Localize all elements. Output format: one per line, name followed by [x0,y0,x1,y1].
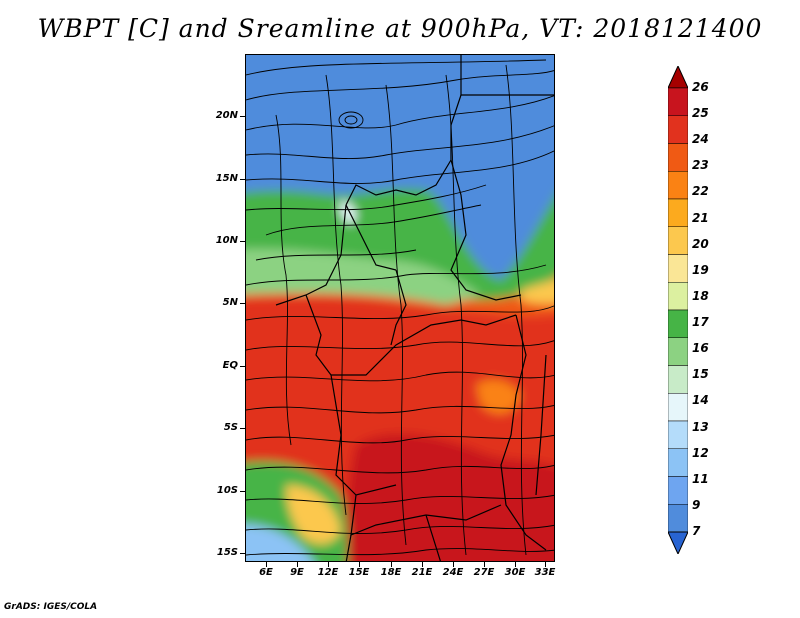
lon-label-33e: 33E [534,567,556,578]
lon-tick [391,562,392,567]
map-plot-area [245,54,555,562]
lon-tick [515,562,516,567]
country-borders [275,55,554,561]
chart-title: WBPT [C] and Sreamline at 900hPa, VT: 20… [37,14,763,43]
colorbar-label: 26 [692,80,709,94]
lon-label-27e: 27E [473,567,495,578]
lat-label-10n: 10N [215,235,238,246]
colorbar-segment [668,226,688,255]
streamlines [246,59,554,556]
footer-credit: GrADS: IGES/COLA [4,602,98,612]
colorbar-label: 20 [692,236,709,251]
lat-tick [240,553,245,554]
colorbar-segment [668,337,688,366]
colorbar-segment [668,393,688,422]
colorbar-label: 13 [692,419,709,434]
colorbar-segment [668,448,688,477]
lon-label-6e: 6E [259,567,273,578]
lon-label-21e: 21E [411,567,433,578]
colorbar-label: 24 [692,132,709,147]
lon-label-12e: 12E [317,567,339,578]
lon-label-9e: 9E [290,567,304,578]
colorbar-label: 23 [692,158,709,173]
colorbar-label: 22 [692,184,709,199]
lat-tick [240,179,245,180]
lon-label-15e: 15E [348,567,370,578]
lat-tick [240,303,245,304]
colorbar-label: 18 [692,288,709,303]
lat-tick [240,491,245,492]
colorbar-segment [668,504,688,533]
lon-label-30e: 30E [504,567,526,578]
colorbar-bottom-arrow [668,531,688,554]
colorbar-segment [668,198,688,227]
colorbar-segment [668,420,688,449]
lat-tick [240,241,245,242]
colorbar-label: 25 [692,106,709,121]
colorbar-segment [668,309,688,338]
lat-label-5s: 5S [223,422,238,433]
lon-label-24e: 24E [442,567,464,578]
lat-tick [240,428,245,429]
lat-label-5n: 5N [222,297,238,308]
lon-tick [453,562,454,567]
colorbar-label: 12 [692,445,709,460]
lon-tick [422,562,423,567]
colorbar-label: 9 [692,497,701,512]
map-field [246,55,554,561]
lat-label-15n: 15N [215,173,238,184]
lat-label-15s: 15S [216,547,238,558]
wbpt-shading [246,55,554,561]
colorbar-label: 16 [692,341,709,356]
colorbar-label: 19 [692,262,709,277]
lat-tick [240,116,245,117]
lon-label-18e: 18E [380,567,402,578]
colorbar-segment [668,115,688,144]
colorbar-segment [668,254,688,283]
lon-tick [359,562,360,567]
lat-label-eq: EQ [222,360,238,371]
lon-tick [328,562,329,567]
lat-tick [240,366,245,367]
colorbar-segment [668,171,688,200]
lon-tick [297,562,298,567]
lon-tick [484,562,485,567]
colorbar-segment [668,476,688,505]
colorbar-segment [668,282,688,311]
colorbar-label: 15 [692,367,709,382]
colorbar-segment [668,143,688,172]
colorbar-segment [668,87,688,116]
lat-label-10s: 10S [216,485,238,496]
lon-tick [545,562,546,567]
colorbar-segment [668,365,688,394]
colorbar-top-arrow [668,66,688,89]
colorbar-label: 21 [692,210,709,225]
lat-label-20n: 20N [215,110,238,121]
colorbar-label: 11 [692,471,709,486]
colorbar-label: 17 [692,315,709,330]
colorbar-label: 7 [692,524,701,538]
lon-tick [266,562,267,567]
colorbar [668,66,688,554]
colorbar-label: 14 [692,393,709,408]
